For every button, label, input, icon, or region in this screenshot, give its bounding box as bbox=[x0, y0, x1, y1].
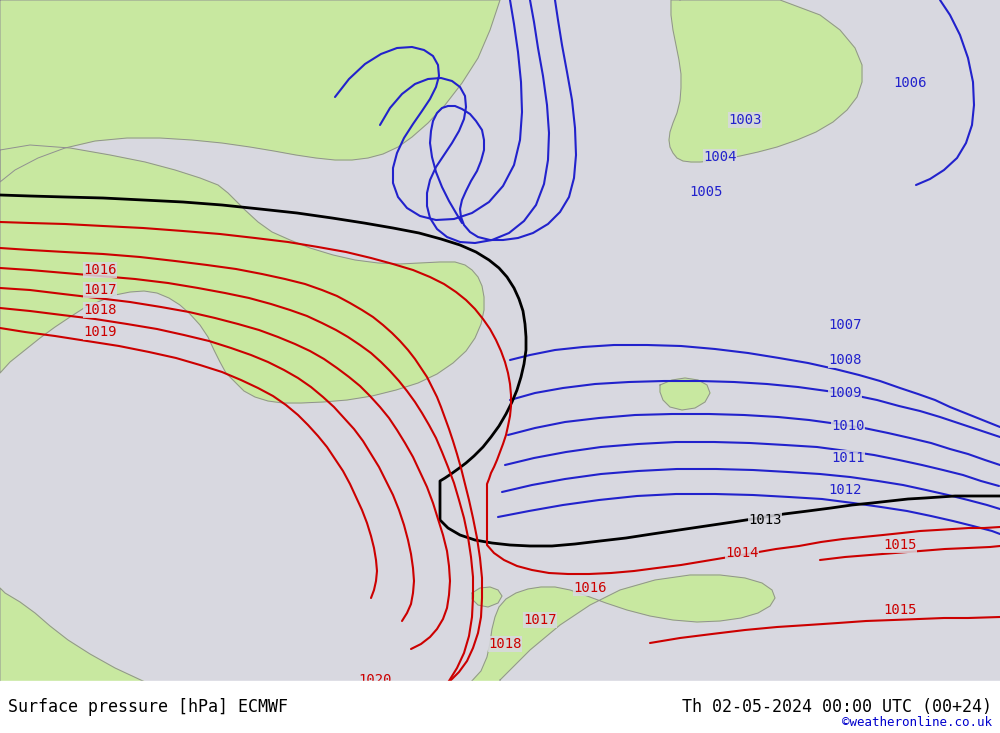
Text: 1015: 1015 bbox=[883, 603, 917, 617]
Text: 1004: 1004 bbox=[703, 150, 737, 164]
Text: 1018: 1018 bbox=[83, 303, 117, 317]
Polygon shape bbox=[472, 587, 502, 607]
Text: 1005: 1005 bbox=[689, 185, 723, 199]
Text: 1009: 1009 bbox=[828, 386, 862, 400]
Text: 1017: 1017 bbox=[523, 613, 557, 627]
Text: 1014: 1014 bbox=[725, 546, 759, 560]
Text: 1007: 1007 bbox=[828, 318, 862, 332]
Text: 1016: 1016 bbox=[83, 263, 117, 277]
Text: 1020: 1020 bbox=[358, 673, 392, 687]
Text: 1017: 1017 bbox=[83, 283, 117, 297]
Polygon shape bbox=[0, 145, 484, 403]
Text: Surface pressure [hPa] ECMWF: Surface pressure [hPa] ECMWF bbox=[8, 698, 288, 716]
Text: 1006: 1006 bbox=[893, 76, 927, 90]
Text: ©weatheronline.co.uk: ©weatheronline.co.uk bbox=[842, 716, 992, 729]
Polygon shape bbox=[0, 0, 500, 182]
Text: Th 02-05-2024 00:00 UTC (00+24): Th 02-05-2024 00:00 UTC (00+24) bbox=[682, 698, 992, 716]
Text: 1012: 1012 bbox=[828, 483, 862, 497]
Text: 1015: 1015 bbox=[883, 538, 917, 552]
Polygon shape bbox=[660, 378, 710, 410]
Text: 1008: 1008 bbox=[828, 353, 862, 367]
Text: 1019: 1019 bbox=[83, 325, 117, 339]
Text: 1013: 1013 bbox=[748, 513, 782, 527]
Text: 1011: 1011 bbox=[831, 451, 865, 465]
Text: 1016: 1016 bbox=[573, 581, 607, 595]
Text: 1018: 1018 bbox=[488, 637, 522, 651]
Polygon shape bbox=[0, 575, 775, 733]
Text: 1003: 1003 bbox=[728, 113, 762, 127]
Text: 1010: 1010 bbox=[831, 419, 865, 433]
Bar bbox=[0, 681, 1000, 733]
Polygon shape bbox=[669, 0, 862, 162]
